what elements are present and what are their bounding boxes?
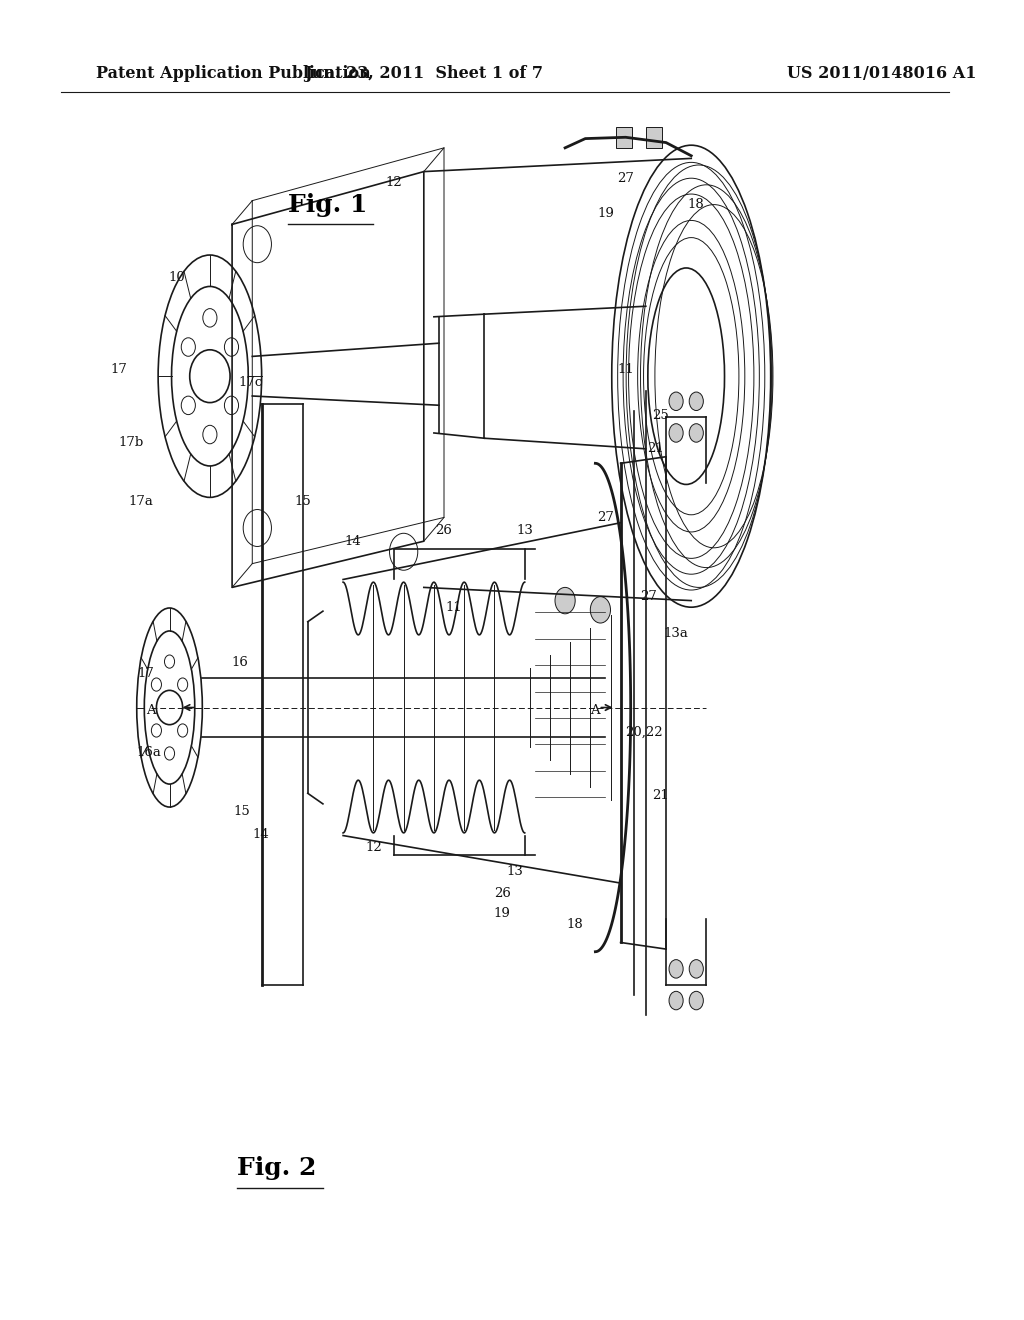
Text: A: A — [591, 704, 600, 717]
Text: 20,22: 20,22 — [625, 726, 663, 739]
Text: 27: 27 — [640, 590, 657, 603]
Circle shape — [669, 960, 683, 978]
Text: 13: 13 — [516, 524, 534, 537]
Text: 11: 11 — [617, 363, 634, 376]
Text: 12: 12 — [385, 176, 402, 189]
Text: 18: 18 — [688, 198, 705, 211]
Text: 17b: 17b — [119, 436, 143, 449]
Text: 26: 26 — [495, 887, 511, 900]
Text: 17: 17 — [138, 667, 155, 680]
Text: Fig. 2: Fig. 2 — [238, 1156, 316, 1180]
Circle shape — [590, 597, 610, 623]
Text: 14: 14 — [252, 828, 268, 841]
Text: 16a: 16a — [137, 746, 162, 759]
Text: 10: 10 — [168, 271, 185, 284]
Text: 21: 21 — [647, 442, 665, 455]
Text: 19: 19 — [597, 207, 614, 220]
Text: 12: 12 — [365, 841, 382, 854]
Circle shape — [689, 424, 703, 442]
Text: A: A — [146, 704, 157, 717]
Text: 25: 25 — [652, 409, 670, 422]
Circle shape — [689, 991, 703, 1010]
Text: 27: 27 — [597, 511, 614, 524]
Text: 13: 13 — [506, 865, 523, 878]
FancyBboxPatch shape — [646, 127, 662, 148]
Text: Jun. 23, 2011  Sheet 1 of 7: Jun. 23, 2011 Sheet 1 of 7 — [304, 66, 544, 82]
Text: 17a: 17a — [129, 495, 154, 508]
Text: 26: 26 — [435, 524, 453, 537]
Text: 17: 17 — [111, 363, 128, 376]
Circle shape — [669, 991, 683, 1010]
Text: 17c: 17c — [239, 376, 262, 389]
Text: 11: 11 — [445, 601, 463, 614]
Text: US 2011/0148016 A1: US 2011/0148016 A1 — [787, 66, 977, 82]
Text: 15: 15 — [294, 495, 311, 508]
Text: 21: 21 — [652, 789, 670, 803]
Circle shape — [689, 960, 703, 978]
Circle shape — [669, 392, 683, 411]
Text: 18: 18 — [567, 917, 584, 931]
Text: 15: 15 — [233, 805, 251, 818]
FancyBboxPatch shape — [615, 127, 632, 148]
Text: 16: 16 — [231, 656, 249, 669]
Text: Patent Application Publication: Patent Application Publication — [96, 66, 371, 82]
Text: Fig. 1: Fig. 1 — [288, 193, 367, 216]
Circle shape — [555, 587, 575, 614]
Text: 19: 19 — [494, 907, 510, 920]
Circle shape — [669, 424, 683, 442]
Circle shape — [689, 392, 703, 411]
Text: 14: 14 — [345, 535, 361, 548]
Text: 27: 27 — [617, 172, 634, 185]
Text: 13a: 13a — [664, 627, 688, 640]
